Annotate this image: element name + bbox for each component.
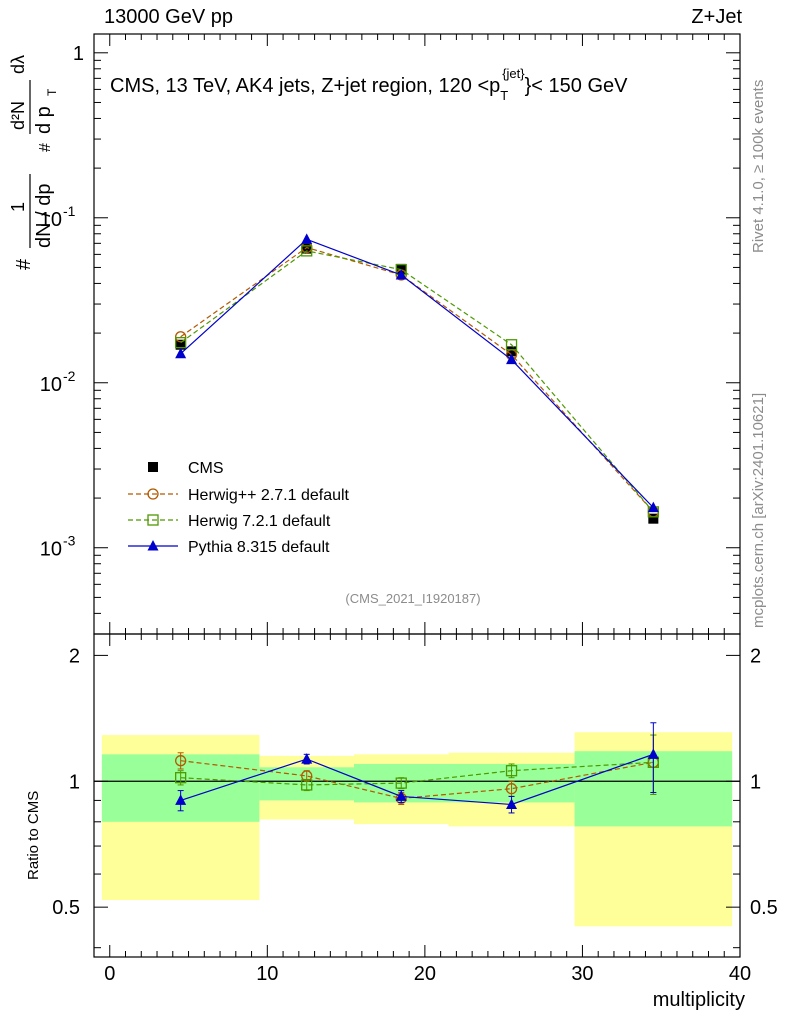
ratio-point — [506, 798, 518, 809]
svg-text:d p: d p — [33, 106, 55, 134]
data-point — [175, 347, 187, 359]
legend-marker — [148, 462, 158, 472]
data-point — [506, 346, 517, 357]
data-point — [647, 501, 659, 513]
x-tick-label: 40 — [729, 963, 751, 985]
svg-text:dN / dp: dN / dp — [33, 184, 55, 248]
series-3 — [175, 233, 659, 814]
series-line-main — [180, 238, 654, 509]
y-tick-label-base: 10 — [40, 209, 62, 231]
y-axis-label: # 1 dN / dp # d²N d p T dλ — [8, 55, 59, 270]
legend-label: Pythia 8.315 default — [188, 539, 330, 556]
y-tick-label-base: 10 — [40, 374, 62, 396]
chart-title: CMS, 13 TeV, AK4 jets, Z+jet region, 120… — [110, 66, 628, 103]
data-point — [175, 339, 186, 350]
x-axis-label: multiplicity — [653, 989, 745, 1011]
svg-text:T: T — [45, 88, 59, 96]
ratio-point — [301, 753, 313, 764]
legend: CMS Herwig++ 2.7.1 default Herwig 7.2.1 de… — [128, 460, 350, 556]
legend-label: CMS — [188, 460, 224, 477]
ratio-tick-label: 2 — [69, 645, 80, 667]
ratio-point — [175, 772, 187, 784]
ratio-point — [175, 794, 187, 805]
x-tick-label: 30 — [571, 963, 593, 985]
svg-text:1: 1 — [8, 202, 28, 212]
ratio-y-label: Ratio to CMS — [25, 791, 42, 880]
data-point — [506, 353, 518, 365]
svg-text:#: # — [13, 258, 35, 270]
legend-marker — [147, 540, 159, 551]
ratio-tick-label: 1 — [69, 771, 80, 793]
x-tick-label: 20 — [414, 963, 436, 985]
ratio-point — [505, 765, 518, 777]
ratio-point — [505, 783, 518, 795]
y-tick-label-exp: -1 — [63, 203, 76, 219]
header-process: Z+Jet — [691, 6, 742, 28]
data-point — [396, 263, 407, 274]
ratio-frame — [93, 633, 741, 958]
svg-text:dλ: dλ — [8, 55, 28, 74]
legend-marker — [147, 488, 159, 500]
data-point — [175, 331, 187, 343]
ratio-point — [395, 790, 407, 801]
y-tick-label-base: 10 — [40, 539, 62, 561]
ratio-point — [175, 755, 187, 767]
ratio-tick-label-right: 1 — [750, 771, 761, 793]
legend-label: Herwig++ 2.7.1 default — [188, 487, 350, 504]
y-tick-label-exp: -2 — [63, 368, 76, 384]
data-point — [505, 339, 518, 351]
x-tick-label: 10 — [256, 963, 278, 985]
data-series — [175, 233, 659, 814]
plot-frames — [93, 33, 741, 958]
data-point — [301, 243, 312, 254]
y-tick-label-1: 1 — [73, 43, 84, 65]
data-point — [395, 268, 407, 280]
ratio-point — [647, 748, 659, 759]
ratio-tick-label-right: 0.5 — [750, 897, 778, 919]
ratio-tick-label-right: 2 — [750, 645, 761, 667]
data-point — [301, 233, 313, 244]
ratio-point — [301, 779, 313, 791]
x-tick-label: 0 — [104, 963, 115, 985]
legend-marker — [147, 514, 159, 526]
analysis-watermark: (CMS_2021_I1920187) — [345, 591, 480, 606]
ratio-tick-label: 0.5 — [52, 897, 80, 919]
legend-label: Herwig 7.2.1 default — [188, 513, 331, 530]
y-tick-label-exp: -3 — [63, 533, 76, 549]
data-point — [648, 513, 659, 524]
svg-text:d²N: d²N — [8, 101, 28, 130]
header-collision: 13000 GeV pp — [104, 6, 233, 28]
ratio-point — [395, 777, 407, 789]
data-point — [175, 337, 187, 349]
series-0 — [175, 243, 659, 524]
svg-text:#: # — [37, 143, 54, 152]
data-point — [301, 245, 313, 257]
